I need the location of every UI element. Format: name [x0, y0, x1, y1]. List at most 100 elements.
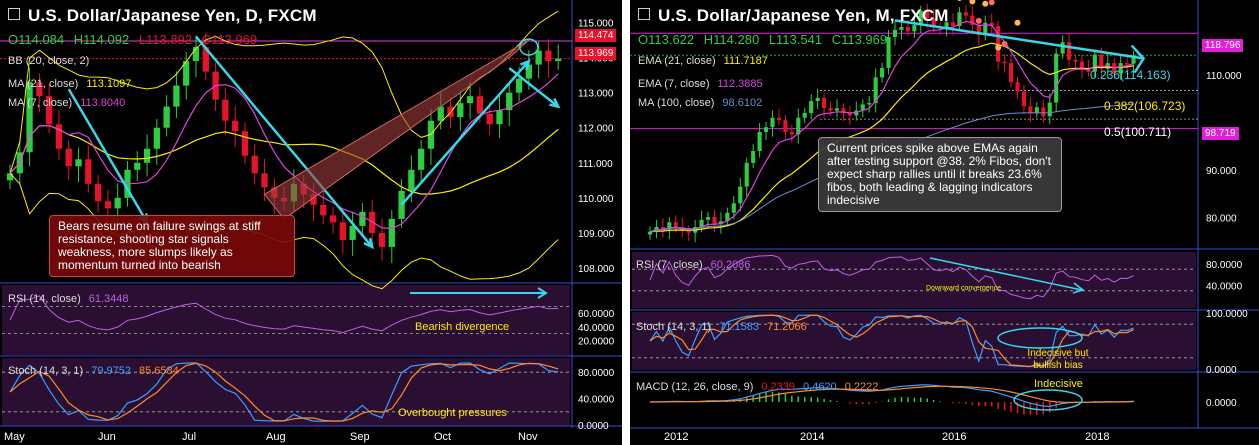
monthly-candle[interactable] [1028, 106, 1033, 113]
monthly-candle[interactable] [783, 120, 788, 132]
daily-trend-arrow[interactable] [195, 35, 374, 248]
daily-candle[interactable] [241, 131, 249, 156]
collapse-icon[interactable] [8, 8, 20, 20]
daily-candle[interactable] [339, 222, 346, 240]
daily-candle[interactable] [388, 218, 395, 247]
monthly-candle[interactable] [1002, 61, 1007, 64]
monthly-candle[interactable] [873, 77, 878, 104]
daily-candle[interactable] [94, 183, 102, 202]
monthly-candle[interactable] [1118, 63, 1123, 74]
daily-trend-arrow[interactable] [508, 67, 559, 108]
monthly-candle[interactable] [1099, 54, 1104, 69]
daily-candle[interactable] [525, 64, 532, 79]
monthly-candle[interactable] [744, 162, 749, 187]
monthly-candle[interactable] [886, 37, 891, 68]
daily-candle[interactable] [261, 173, 268, 188]
monthly-candle[interactable] [989, 22, 994, 27]
monthly-candle[interactable] [725, 212, 730, 222]
monthly-candle[interactable] [905, 27, 910, 32]
monthly-trend-line[interactable] [894, 19, 1144, 60]
monthly-candle[interactable] [738, 186, 743, 204]
daily-candle[interactable] [202, 47, 209, 72]
monthly-candle[interactable] [712, 217, 717, 225]
monthly-candle[interactable] [1112, 63, 1117, 74]
monthly-chart-canvas[interactable]: 110.000 90.000 80.000 80.0000 40.0000 100.000… [630, 0, 1259, 445]
ma100-legend[interactable]: MA (100, close) 98.6102 [638, 97, 762, 109]
monthly-candle[interactable] [931, 18, 936, 28]
monthly-candle[interactable] [983, 22, 988, 36]
monthly-candle[interactable] [1092, 54, 1097, 72]
monthly-candle[interactable] [1067, 42, 1072, 60]
daily-candle[interactable] [251, 155, 258, 174]
monthly-candle[interactable] [899, 27, 904, 30]
monthly-candle[interactable] [718, 221, 723, 225]
daily-candle[interactable] [437, 106, 444, 121]
monthly-candle[interactable] [1034, 107, 1039, 113]
monthly-candle[interactable] [731, 203, 736, 213]
daily-candle[interactable] [476, 96, 484, 114]
monthly-candle[interactable] [757, 132, 762, 151]
monthly-candle[interactable] [925, 10, 930, 18]
monthly-candle[interactable] [815, 97, 820, 102]
monthly-candle[interactable] [789, 132, 794, 135]
daily-candle[interactable] [378, 232, 386, 247]
monthly-candle[interactable] [970, 15, 975, 26]
monthly-candle[interactable] [912, 25, 917, 32]
monthly-candle[interactable] [1060, 42, 1065, 54]
daily-candle[interactable] [163, 106, 170, 128]
daily-candle[interactable] [232, 120, 239, 132]
collapse-icon[interactable] [638, 8, 650, 20]
daily-candle[interactable] [486, 113, 493, 125]
monthly-candle[interactable] [918, 10, 923, 26]
daily-trend-arrow[interactable] [400, 60, 530, 206]
monthly-rsi-legend[interactable]: RSI (7, close) 60.2086 [636, 259, 750, 271]
daily-candle[interactable] [457, 103, 464, 118]
daily-candle[interactable] [329, 215, 337, 223]
daily-candle[interactable] [173, 85, 180, 107]
monthly-candle[interactable] [1015, 82, 1020, 92]
ma21-legend[interactable]: MA (21, close) 113.1097 [8, 78, 131, 90]
daily-candle[interactable] [466, 96, 474, 104]
monthly-candle[interactable] [828, 108, 833, 111]
monthly-candle[interactable] [944, 22, 949, 29]
daily-candle[interactable] [320, 204, 327, 216]
monthly-candle[interactable] [963, 12, 968, 16]
monthly-candle[interactable] [892, 29, 898, 37]
ema7-legend[interactable]: EMA (7, close) 112.3885 [638, 78, 763, 90]
daily-candle[interactable] [535, 50, 542, 65]
daily-candle[interactable] [75, 159, 82, 167]
monthly-candle[interactable] [822, 97, 827, 109]
monthly-candle[interactable] [1047, 102, 1052, 117]
daily-candle[interactable] [26, 82, 33, 153]
daily-candle[interactable] [6, 173, 14, 181]
daily-candle[interactable] [555, 58, 562, 62]
monthly-candle[interactable] [1079, 61, 1085, 69]
monthly-candle[interactable] [1131, 56, 1136, 64]
daily-candle[interactable] [408, 169, 415, 191]
monthly-stoch-legend[interactable]: Stoch (14, 3, 1) 71.1583 71.2066 [636, 321, 807, 333]
monthly-candle[interactable] [996, 26, 1001, 62]
daily-candle[interactable] [134, 162, 141, 170]
monthly-candle[interactable] [957, 12, 962, 27]
daily-candle[interactable] [55, 124, 63, 149]
daily-candle[interactable] [114, 197, 121, 209]
monthly-candle[interactable] [841, 108, 846, 113]
monthly-candle[interactable] [847, 113, 852, 116]
daily-candle[interactable] [104, 201, 112, 209]
bb-legend[interactable]: BB (20, close, 2) [8, 55, 89, 67]
daily-candle[interactable] [515, 78, 523, 93]
monthly-candle[interactable] [880, 67, 885, 78]
daily-candle[interactable] [418, 148, 425, 170]
daily-candle[interactable] [506, 92, 513, 111]
monthly-candle[interactable] [667, 222, 672, 230]
monthly-candle[interactable] [699, 219, 704, 227]
monthly-candle[interactable] [1054, 53, 1059, 103]
monthly-candle[interactable] [673, 222, 678, 227]
ema21-legend[interactable]: EMA (21, close) 111.7187 [638, 55, 768, 67]
daily-candle[interactable] [359, 211, 366, 226]
monthly-candle[interactable] [976, 25, 981, 36]
monthly-candle[interactable] [1073, 59, 1078, 62]
monthly-candle[interactable] [950, 22, 956, 27]
monthly-candle[interactable] [1021, 91, 1027, 107]
daily-candle[interactable] [349, 225, 356, 240]
